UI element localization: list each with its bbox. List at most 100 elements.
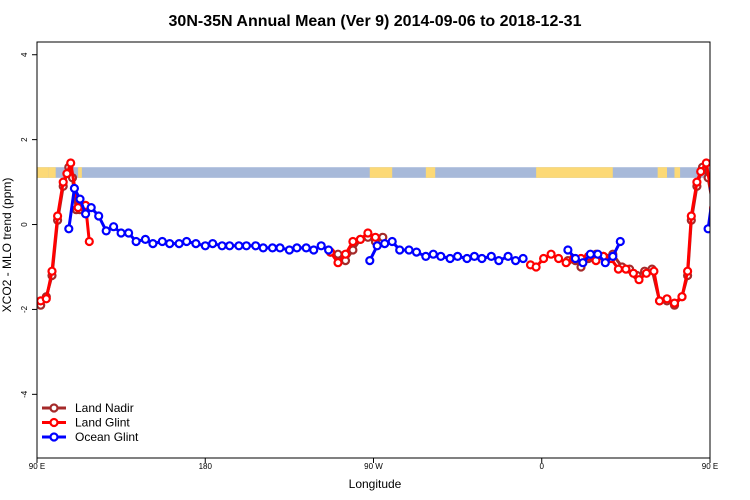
ocean-glint-point [241, 241, 251, 251]
ocean-glint-point [486, 251, 496, 261]
y-tick-label: -4 [20, 390, 29, 398]
land-glint-point [363, 228, 373, 238]
ocean-glint-point [140, 234, 150, 244]
land-glint-point [628, 268, 639, 278]
land-glint-point [669, 298, 680, 308]
y-tick-label: 4 [20, 52, 29, 57]
ocean-glint-point [64, 224, 74, 234]
ocean-glint-point [165, 239, 175, 249]
ocean-glint-point [421, 251, 431, 261]
ocean-glint-point [469, 251, 479, 261]
ocean-glint-point [477, 253, 487, 264]
ocean-glint-point [174, 239, 184, 249]
land-glint-point [662, 294, 672, 304]
ocean-glint-point [157, 236, 167, 247]
land-glint-point [634, 275, 644, 285]
ocean-glint-point [80, 209, 91, 219]
land-segment [48, 167, 56, 178]
land-segment [674, 167, 681, 178]
ocean-glint-point [86, 203, 96, 213]
chart-title: 30N-35N Annual Mean (Ver 9) 2014-09-06 t… [169, 13, 582, 30]
ocean-glint-point [578, 258, 588, 268]
ocean-glint-point [585, 249, 596, 259]
ocean-glint-point [275, 243, 285, 253]
x-tick-label: 180 [199, 462, 213, 471]
land-glint-point [654, 296, 665, 306]
y-tick-label: -2 [20, 305, 29, 313]
legend-item-land-glint: Land Glint [42, 416, 130, 430]
ocean-glint-point [445, 253, 455, 264]
ocean-glint-point [258, 243, 268, 253]
ocean-glint-point [615, 236, 625, 247]
land-glint-point [355, 234, 365, 244]
ocean-glint-point [494, 256, 504, 266]
ocean-glint-point [324, 245, 334, 255]
legend-label: Ocean Glint [75, 430, 139, 444]
legend-item-ocean-glint: Ocean Glint [42, 430, 139, 444]
ocean-glint-point [746, 223, 750, 230]
legend-marker [49, 403, 59, 413]
legend-marker [49, 432, 59, 442]
ocean-glint-point [191, 239, 201, 249]
ocean-glint-point [365, 256, 375, 266]
land-glint-point [538, 253, 549, 264]
land-glint-point [84, 236, 94, 247]
ocean-glint-line [706, 204, 710, 230]
land-glint-point [47, 266, 57, 276]
ocean-glint-point [182, 236, 192, 247]
land-glint-point [696, 166, 706, 177]
ocean-glint-point [703, 224, 710, 234]
ocean-glint-point [116, 228, 126, 238]
land-glint-point [722, 238, 729, 245]
land-glint-point [677, 292, 687, 302]
ocean-glint-point [372, 241, 382, 251]
ocean-glint-point [217, 241, 227, 251]
land-glint-point [692, 177, 702, 187]
ocean-glint-point [234, 241, 244, 251]
land-glint-point [333, 258, 343, 268]
ocean-glint-point [503, 251, 513, 261]
legend-label: Land Nadir [75, 401, 134, 415]
ocean-glint-point [69, 183, 80, 193]
ocean-glint-point [131, 236, 141, 247]
ocean-glint-point [733, 213, 740, 220]
land-segment [78, 167, 82, 178]
y-tick-label: 2 [20, 137, 29, 142]
land-glint-point [370, 232, 380, 242]
ocean-glint-point [316, 241, 326, 251]
x-tick-label: 90 W [364, 462, 383, 471]
land-nadir-point [720, 204, 727, 211]
y-axis: 4 2 0 -2 -4 [20, 52, 37, 398]
land-glint-point [553, 253, 564, 264]
series-land-nadir [37, 162, 727, 310]
ocean-glint-point [404, 245, 414, 255]
x-axis-label: Longitude [349, 477, 402, 491]
surface-strip [37, 167, 710, 178]
ocean-glint-point [284, 245, 294, 255]
land-glint-point [561, 258, 571, 268]
ocean-glint-line [67, 186, 330, 252]
x-tick-label: 0 [540, 462, 545, 471]
ocean-glint-point [75, 194, 85, 204]
series-ocean-glint [64, 183, 750, 268]
land-segment [425, 167, 436, 178]
ocean-glint-point [709, 185, 710, 192]
ocean-glint-point [267, 243, 278, 253]
ocean-glint-point [200, 241, 210, 251]
legend-marker [49, 417, 59, 428]
land-glint-point [66, 158, 76, 168]
ocean-glint-point [563, 245, 573, 255]
land-segment [536, 167, 613, 178]
land-glint-point [41, 294, 51, 304]
ocean-glint-point [411, 247, 422, 257]
ocean-glint-point [148, 239, 158, 249]
ocean-glint-point [436, 251, 446, 261]
ocean-glint-point [309, 245, 319, 255]
land-glint-point [613, 264, 624, 274]
land-glint-point [58, 177, 68, 187]
land-segment [37, 167, 49, 178]
land-glint-point [649, 266, 659, 276]
ocean-glint-point [292, 243, 302, 253]
land-glint-point [62, 169, 72, 179]
